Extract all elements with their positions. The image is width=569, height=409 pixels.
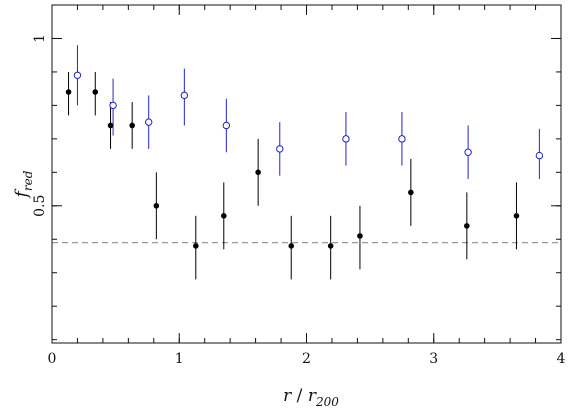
data-markers <box>65 71 544 249</box>
data-point <box>192 243 199 249</box>
y-tick-label: 0.5 <box>32 195 48 217</box>
data-point <box>220 213 227 219</box>
data-point <box>180 91 189 100</box>
data-point <box>255 169 261 176</box>
data-point <box>107 122 114 129</box>
y-axis-label: fred <box>12 170 35 199</box>
data-point <box>464 223 470 229</box>
plot-frame <box>51 4 562 344</box>
tick-labels: 0 1 2 3 4 0.5 1 <box>32 34 566 367</box>
x-tick-label: 2 <box>302 351 311 367</box>
data-point <box>129 122 135 129</box>
x-axis-label-var: r <box>308 386 317 406</box>
x-tick-label: 4 <box>557 351 566 367</box>
data-point <box>408 189 414 196</box>
data-point <box>92 89 99 95</box>
y-tick-label: 1 <box>32 34 48 43</box>
axis-ticks <box>51 4 562 343</box>
data-point <box>535 151 544 160</box>
data-point <box>288 243 295 249</box>
data-point <box>513 213 520 219</box>
data-point <box>276 145 284 153</box>
x-tick-label: 1 <box>175 351 184 367</box>
data-point <box>153 202 160 209</box>
x-axis-label-sep: / <box>291 386 308 406</box>
y-axis-label-main: f <box>12 188 32 199</box>
data-point <box>357 233 363 239</box>
x-tick-label: 0 <box>48 351 57 367</box>
data-point <box>398 135 406 143</box>
x-axis-label-main: r <box>283 386 292 406</box>
x-axis-label: r / r200 <box>283 386 339 409</box>
data-point <box>464 148 472 156</box>
error-bars <box>68 45 540 280</box>
x-tick-label: 3 <box>429 351 438 367</box>
data-point <box>109 101 117 110</box>
data-point <box>327 243 334 249</box>
data-point <box>65 89 72 95</box>
data-point <box>342 135 350 143</box>
data-point <box>73 71 82 79</box>
y-axis-label-sub: red <box>21 170 35 191</box>
data-point <box>222 121 231 130</box>
data-point <box>145 118 153 126</box>
x-axis-label-sub: 200 <box>315 395 339 409</box>
